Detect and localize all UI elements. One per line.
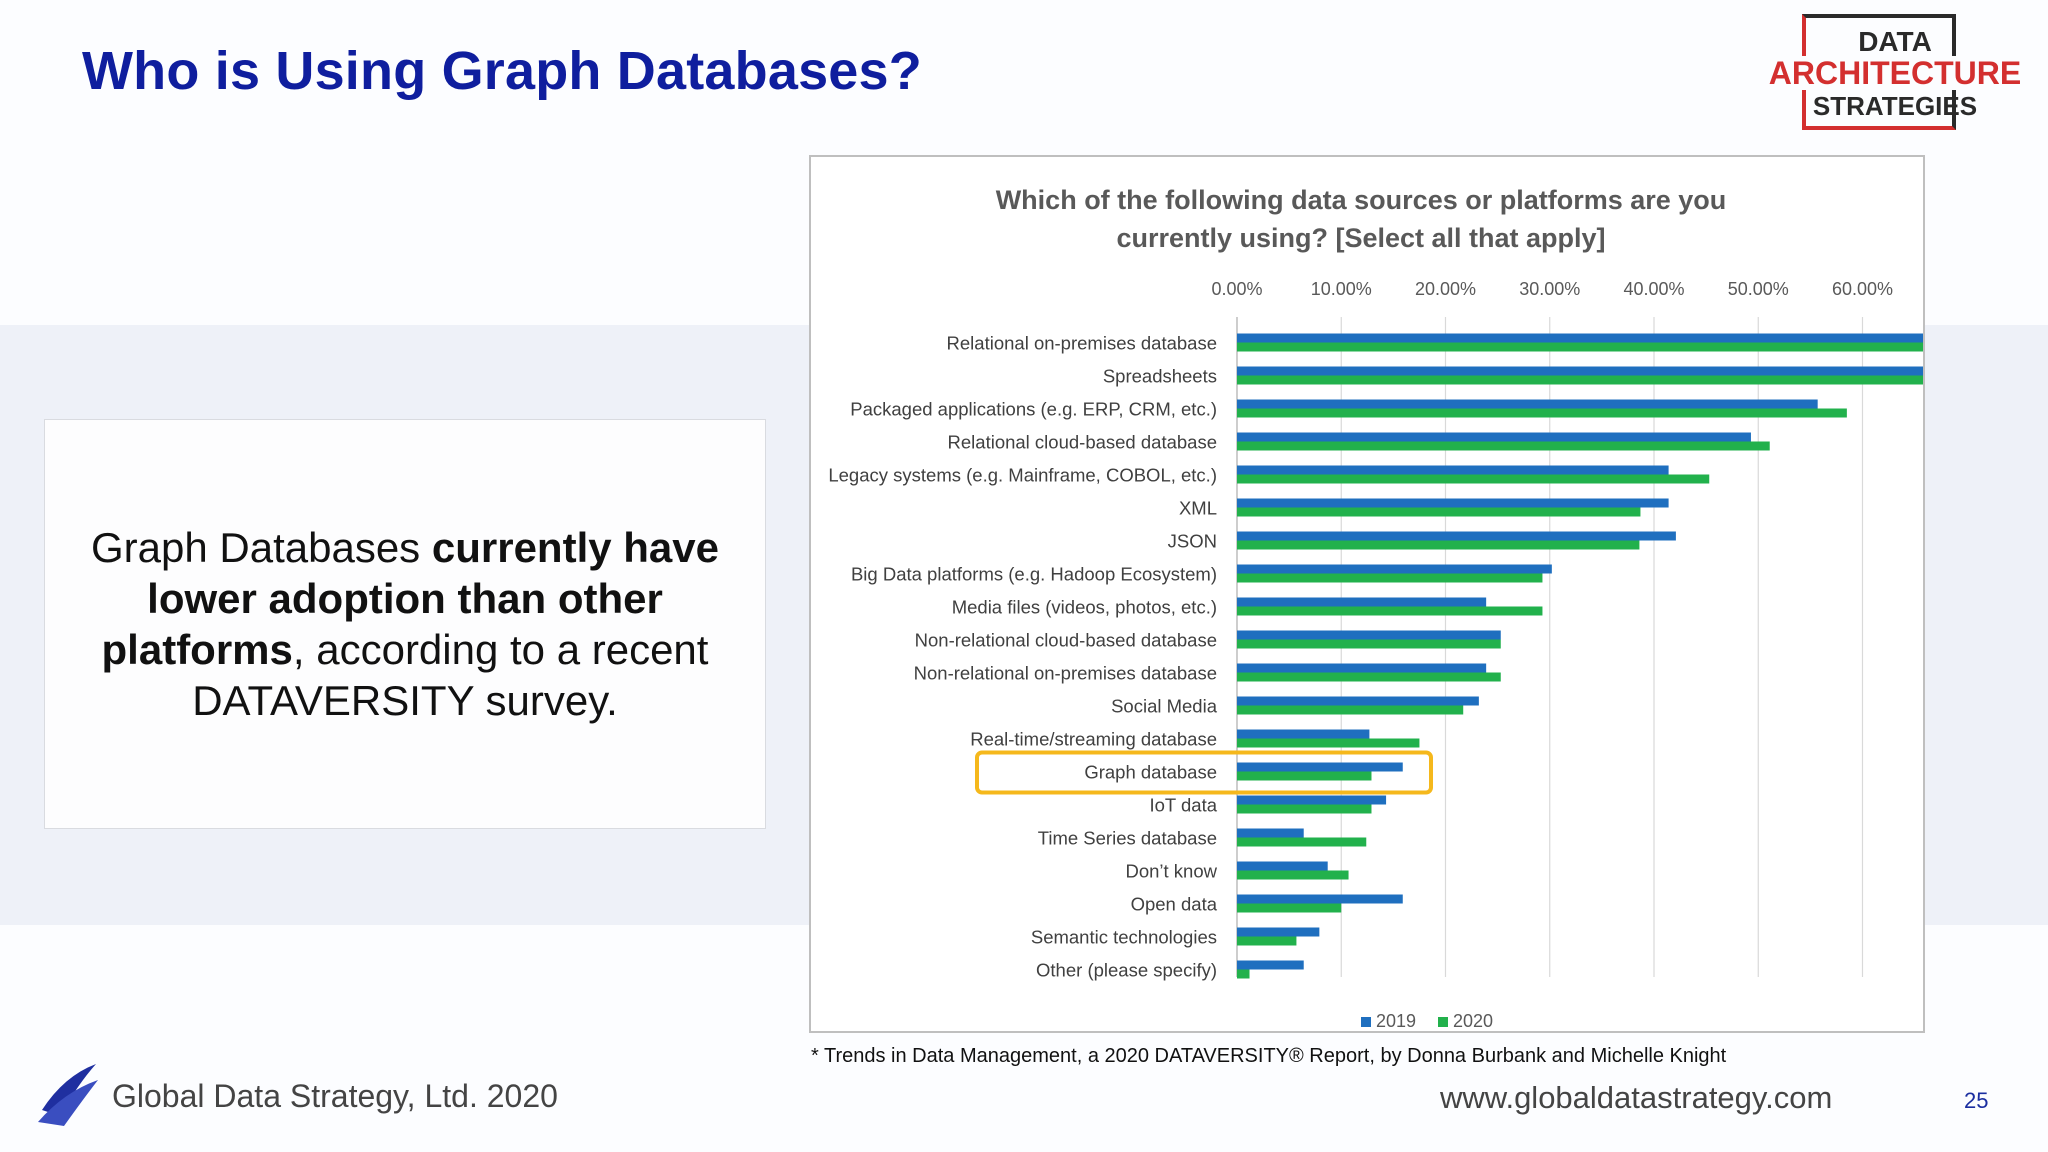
- category-label: Legacy systems (e.g. Mainframe, COBOL, e…: [828, 465, 1217, 486]
- bar-2020: [1237, 903, 1342, 913]
- logo-line-2: ARCHITECTURE: [1760, 56, 2030, 90]
- bar-2019: [1237, 531, 1676, 541]
- category-label: Non-relational cloud-based database: [915, 630, 1217, 651]
- chart-title: Which of the following data sources or p…: [996, 185, 1727, 253]
- category-label: Packaged applications (e.g. ERP, CRM, et…: [850, 399, 1217, 420]
- bar-2020: [1237, 804, 1372, 814]
- callout-box: Graph Databases currently have lower ado…: [44, 419, 766, 829]
- x-tick-label: 40.00%: [1623, 279, 1684, 299]
- callout-part-2: , according to a recent DATAVERSITY surv…: [192, 626, 709, 724]
- slide-title: Who is Using Graph Databases?: [82, 41, 922, 101]
- category-label: Open data: [1131, 894, 1218, 915]
- bar-2020: [1237, 672, 1501, 682]
- bar-2019: [1237, 498, 1669, 508]
- bar-2019: [1237, 432, 1751, 442]
- graph-database-highlight: [975, 750, 1433, 795]
- bar-2020: [1237, 936, 1297, 946]
- bar-2019: [1237, 762, 1403, 772]
- bar-2019: [1237, 795, 1387, 805]
- bar-chart: Which of the following data sources or p…: [828, 185, 1923, 1031]
- bar-2020: [1237, 507, 1641, 517]
- logo-line-3: STRATEGIES: [1812, 91, 1978, 121]
- category-label: Graph database: [1084, 762, 1217, 783]
- x-tick-label: 20.00%: [1415, 279, 1476, 299]
- bar-2019: [1237, 861, 1328, 871]
- legend-swatch-2020: [1438, 1017, 1448, 1027]
- category-label: Time Series database: [1038, 828, 1217, 849]
- bar-2019: [1237, 597, 1487, 607]
- bar-2020: [1237, 870, 1349, 880]
- bar-2020: [1237, 639, 1501, 649]
- bar-2020: [1237, 969, 1250, 979]
- data-architecture-strategies-logo: DATA ARCHITECTURE STRATEGIES: [1760, 14, 2030, 134]
- footer-company: Global Data Strategy, Ltd. 2020: [112, 1078, 558, 1114]
- bar-2019: [1237, 960, 1304, 970]
- x-tick-label: 10.00%: [1311, 279, 1372, 299]
- x-tick-label: 30.00%: [1519, 279, 1580, 299]
- bar-2019: [1237, 663, 1487, 673]
- category-label: Non-relational on-premises database: [914, 663, 1217, 684]
- legend-label-2020: 2020: [1453, 1011, 1493, 1031]
- category-label: Spreadsheets: [1103, 366, 1217, 387]
- bar-2020: [1237, 705, 1464, 715]
- bar-2020: [1237, 573, 1543, 583]
- bar-2020: [1237, 771, 1372, 781]
- bar-2020: [1237, 540, 1640, 550]
- bar-2019: [1237, 630, 1501, 640]
- bar-2020: [1237, 837, 1367, 847]
- bar-2020: [1237, 408, 1847, 418]
- bar-2019: [1237, 696, 1479, 706]
- source-footnote: * Trends in Data Management, a 2020 DATA…: [811, 1045, 1727, 1067]
- legend-label-2019: 2019: [1376, 1011, 1416, 1031]
- logo-line-1: DATA: [1858, 26, 1932, 57]
- bar-2019: [1237, 399, 1818, 409]
- bar-2020: [1237, 606, 1543, 616]
- bar-2019: [1237, 465, 1669, 475]
- page-number: 25: [1964, 1088, 1989, 1113]
- x-tick-label: 60.00%: [1832, 279, 1893, 299]
- global-data-strategy-logo-icon: [38, 1064, 98, 1126]
- bar-2019: [1237, 729, 1370, 739]
- x-tick-label: 50.00%: [1728, 279, 1789, 299]
- category-label: Relational cloud-based database: [948, 432, 1217, 453]
- category-label: XML: [1179, 498, 1217, 519]
- category-label: IoT data: [1149, 795, 1217, 816]
- bar-2020: [1237, 474, 1710, 484]
- category-label: Relational on-premises database: [947, 333, 1217, 354]
- bar-2019: [1237, 333, 1923, 343]
- bar-2019: [1237, 828, 1304, 838]
- category-label: JSON: [1168, 531, 1217, 552]
- bar-2019: [1237, 366, 1923, 376]
- category-label: Real-time/streaming database: [970, 729, 1217, 750]
- chart-panel: Which of the following data sources or p…: [809, 155, 1925, 1033]
- bar-2020: [1237, 375, 1923, 385]
- footer-url: www.globaldatastrategy.com: [1440, 1080, 1833, 1115]
- category-label: Media files (videos, photos, etc.): [952, 597, 1217, 618]
- category-label: Big Data platforms (e.g. Hadoop Ecosyste…: [851, 564, 1217, 585]
- legend-swatch-2019: [1361, 1017, 1371, 1027]
- bar-2020: [1237, 441, 1770, 451]
- callout-part-1: Graph Databases: [90, 524, 432, 571]
- category-label: Social Media: [1111, 696, 1218, 717]
- bar-2020: [1237, 342, 1923, 352]
- callout-bold: currently have lower adoption than other…: [101, 524, 719, 673]
- callout-text: Graph Databases currently have lower ado…: [80, 522, 730, 726]
- x-tick-label: 0.00%: [1211, 279, 1262, 299]
- category-label: Don’t know: [1125, 861, 1217, 882]
- category-label: Semantic technologies: [1031, 927, 1217, 948]
- bar-2019: [1237, 927, 1320, 937]
- category-label: Other (please specify): [1036, 960, 1217, 981]
- bar-2020: [1237, 738, 1420, 748]
- bar-2019: [1237, 564, 1552, 574]
- bar-2019: [1237, 894, 1403, 904]
